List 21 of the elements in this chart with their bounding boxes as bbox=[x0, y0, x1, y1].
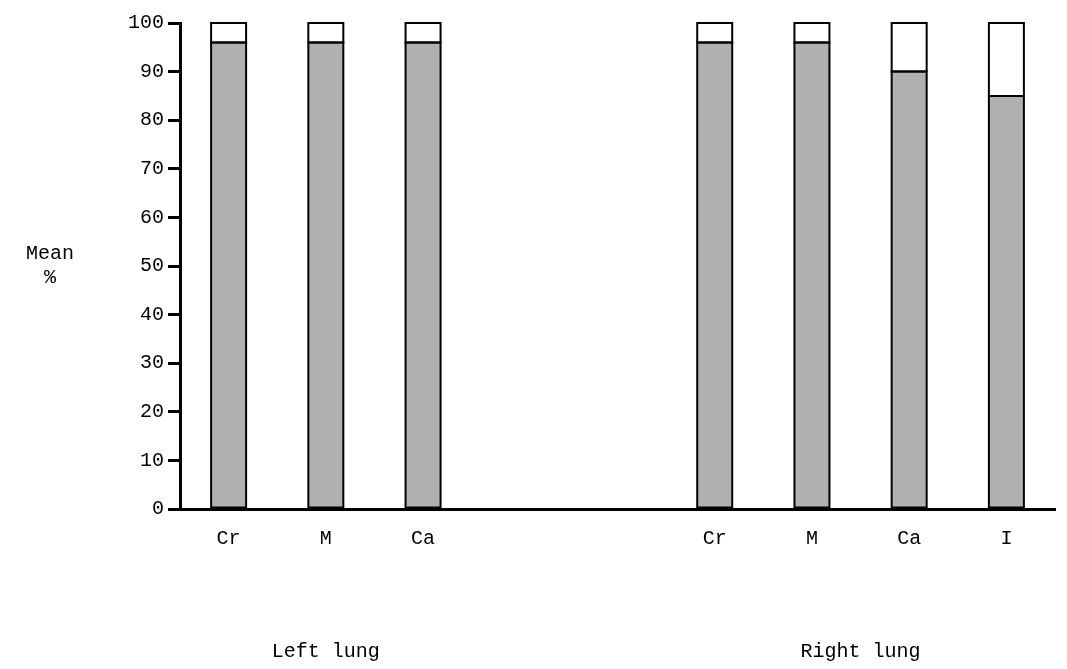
x-tick-label: M bbox=[319, 527, 332, 551]
y-tick-label: 90 bbox=[139, 59, 164, 83]
y-tick-label: 60 bbox=[139, 205, 164, 229]
y-tick-label: 0 bbox=[151, 497, 164, 521]
x-tick-label: M bbox=[805, 527, 818, 551]
y-tick-label: 100 bbox=[127, 11, 164, 35]
y-tick-label: 10 bbox=[139, 448, 164, 472]
y-tick-label: 20 bbox=[139, 400, 164, 424]
y-tick-label: 30 bbox=[139, 351, 164, 375]
x-tick-label: Ca bbox=[411, 527, 436, 551]
x-tick-label: Ca bbox=[897, 527, 922, 551]
y-tick-label: 50 bbox=[139, 254, 164, 278]
x-tick-label: I bbox=[1000, 527, 1013, 551]
x-tick-label: Cr bbox=[702, 527, 727, 551]
y-tick-label: 80 bbox=[139, 108, 164, 132]
text: Left lung bbox=[271, 640, 380, 664]
text: Right lung bbox=[800, 640, 921, 664]
x-tick-label: Cr bbox=[216, 527, 241, 551]
y-tick-label: 70 bbox=[139, 157, 164, 181]
y-axis-title: Mean % bbox=[25, 242, 75, 290]
y-tick-label: 40 bbox=[139, 302, 164, 326]
